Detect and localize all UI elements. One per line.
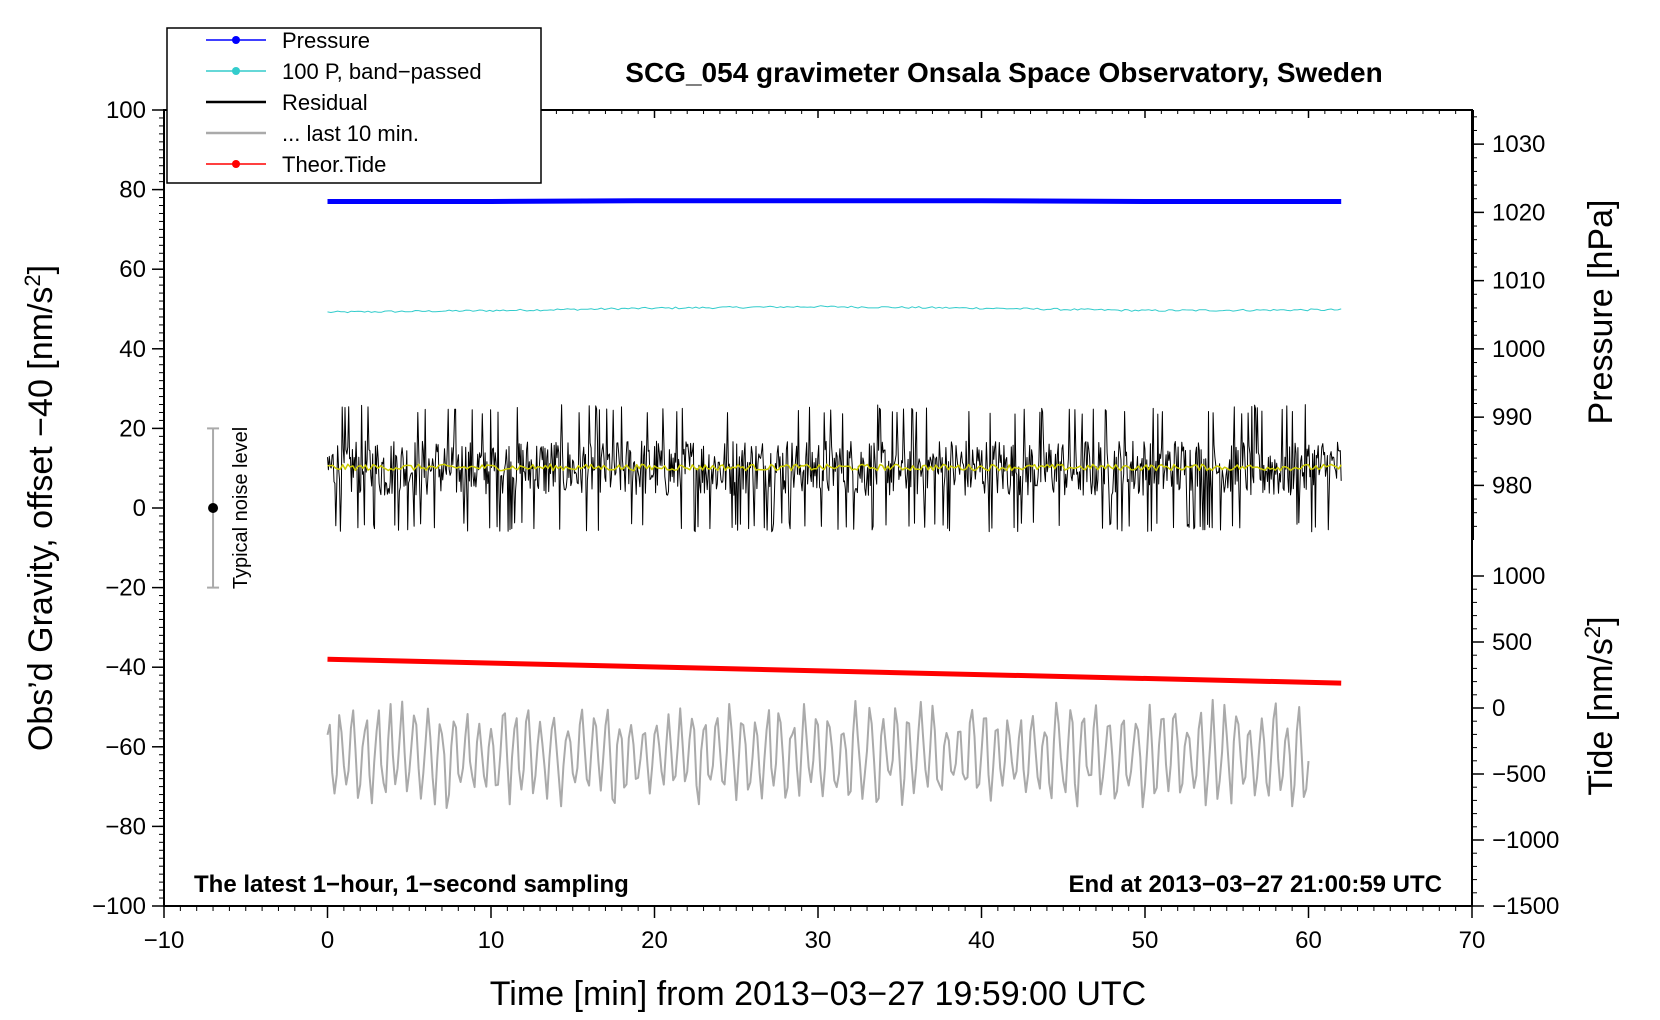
y-tick-label: 80	[119, 177, 146, 204]
legend-label: 100 P, band−passed	[282, 59, 482, 84]
chart-title: SCG_054 gravimeter Onsala Space Observat…	[625, 57, 1382, 88]
left-y-axis-ticks: 100 80 60 40 20 0 −20 −40 −60 −80 −100	[92, 97, 164, 920]
note-latest-hour: The latest 1−hour, 1−second sampling	[194, 871, 629, 898]
x-tick-label: 60	[1295, 927, 1322, 954]
x-tick-label: 0	[321, 927, 334, 954]
tide-tick-label: −1000	[1492, 827, 1559, 854]
y-tick-label: 0	[133, 495, 146, 522]
noise-center-dot	[208, 503, 219, 513]
left-y-axis-title-superscript: 2	[20, 274, 45, 286]
noise-level-label: Typical noise level	[230, 427, 252, 589]
series-theor-tide	[327, 656, 1342, 686]
series-last-10-min	[326, 698, 1310, 809]
tide-tick-label: −500	[1492, 761, 1546, 788]
pressure-tick-label: 1000	[1492, 336, 1545, 363]
left-y-axis-title: Obs’d Gravity, offset −40 [nm/s2]	[20, 265, 60, 751]
pressure-tick-label: 1010	[1492, 268, 1545, 295]
series-pressure	[327, 198, 1342, 204]
y-tick-label: −40	[105, 654, 146, 681]
y-tick-label: −60	[105, 734, 146, 761]
y-tick-label: 60	[119, 256, 146, 283]
note-end-time: End at 2013−03−27 21:00:59 UTC	[1068, 871, 1442, 898]
tide-axis-title: Tide [nm/s2]	[1580, 616, 1620, 795]
series-100-p-band-passed	[327, 305, 1342, 314]
series-residual-smoothed	[327, 463, 1342, 472]
pressure-tick-label: 1030	[1492, 131, 1545, 158]
pressure-axis-title: Pressure [hPa]	[1582, 200, 1620, 425]
tide-tick-label: 1000	[1492, 563, 1545, 590]
y-tick-label: 20	[119, 415, 146, 442]
x-tick-label: 30	[805, 927, 832, 954]
legend-label: Pressure	[282, 28, 370, 53]
legend-label: Theor.Tide	[282, 152, 386, 177]
y-tick-label: −80	[105, 813, 146, 840]
legend: Pressure 100 P, band−passed Residual ... la…	[166, 27, 542, 184]
tide-axis-title-superscript: 2	[1580, 626, 1605, 638]
y-tick-label: 40	[119, 336, 146, 363]
legend-label: Residual	[282, 90, 368, 115]
pressure-tick-label: 990	[1492, 404, 1532, 431]
x-axis-ticks: −10 0 10 20 30 40 50 60 70	[144, 110, 1486, 954]
y-tick-label: −20	[105, 575, 146, 602]
x-tick-label: 50	[1132, 927, 1159, 954]
pressure-axis-ticks: 1030 1020 1010 1000 990 980	[1472, 110, 1545, 540]
legend-swatch-marker	[232, 160, 240, 168]
x-tick-label: 40	[968, 927, 995, 954]
tide-axis-ticks: 1000 500 0 −500 −1000 −1500	[1472, 563, 1559, 920]
noise-level-marker: Typical noise level	[207, 427, 252, 589]
x-axis-title: Time [min] from 2013−03−27 19:59:00 UTC	[490, 975, 1146, 1013]
y-tick-label: 100	[106, 97, 146, 124]
pressure-tick-label: 1020	[1492, 199, 1545, 226]
series-layer	[326, 198, 1342, 809]
legend-label: ... last 10 min.	[282, 121, 419, 146]
legend-box	[166, 27, 542, 184]
pressure-tick-label: 980	[1492, 472, 1532, 499]
y-tick-label: −100	[92, 893, 146, 920]
x-tick-label: −10	[144, 927, 185, 954]
tide-tick-label: 500	[1492, 629, 1532, 656]
series-residual	[327, 404, 1342, 533]
x-tick-label: 20	[641, 927, 668, 954]
tide-tick-label: −1500	[1492, 893, 1559, 920]
x-tick-label: 70	[1459, 927, 1486, 954]
x-tick-label: 10	[478, 927, 505, 954]
tide-tick-label: 0	[1492, 695, 1505, 722]
legend-swatch-marker	[232, 36, 240, 44]
legend-swatch-marker	[232, 67, 240, 75]
